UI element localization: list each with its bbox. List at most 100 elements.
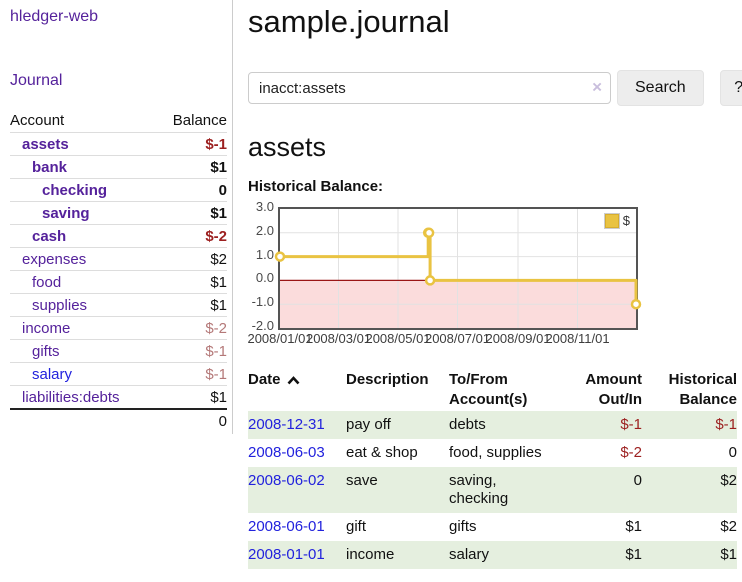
search-button[interactable]: Search	[617, 70, 704, 106]
transaction-date-link[interactable]: 2008-12-31	[248, 416, 325, 433]
account-link-saving[interactable]: saving	[42, 205, 90, 222]
transaction-date-link[interactable]: 2008-06-01	[248, 518, 325, 535]
accounts-total-row: 0	[10, 408, 227, 432]
account-row: bank $1	[10, 155, 227, 179]
account-balance: $1	[155, 155, 227, 179]
x-tick: 2008/11/01	[545, 331, 610, 346]
transaction-balance: $-1	[642, 411, 737, 439]
chart-title: Historical Balance:	[248, 178, 384, 195]
account-row: income $-2	[10, 316, 227, 340]
transaction-date-link[interactable]: 2008-06-02	[248, 472, 325, 489]
account-link-cash[interactable]: cash	[32, 228, 67, 245]
transaction-accounts: debts	[449, 411, 561, 439]
y-tick: 0.0	[255, 270, 274, 285]
accounts-total-value: 0	[155, 408, 227, 432]
account-balance: $1	[155, 270, 227, 294]
search-form: × Search ?	[248, 70, 742, 106]
account-row: supplies $1	[10, 293, 227, 317]
account-balance: $-1	[155, 132, 227, 156]
clear-search-icon[interactable]: ×	[592, 77, 602, 97]
sort-ascending-icon	[287, 376, 299, 385]
account-balance: $1	[155, 385, 227, 410]
transaction-description: save	[346, 467, 449, 513]
data-point-markers	[274, 227, 642, 310]
account-link-gifts[interactable]: gifts	[32, 343, 60, 360]
account-link-liabilities-debts[interactable]: liabilities:debts	[22, 389, 120, 406]
transaction-accounts: salary	[449, 541, 561, 569]
page-title: sample.journal	[248, 4, 450, 39]
account-row: food $1	[10, 270, 227, 294]
search-input[interactable]	[248, 72, 611, 104]
register-row: 2008-12-31 pay off debts $-1 $-1	[248, 411, 737, 439]
account-row: saving $1	[10, 201, 227, 225]
transaction-description: pay off	[346, 411, 449, 439]
account-balance: $1	[155, 201, 227, 225]
transaction-date-link[interactable]: 2008-01-01	[248, 546, 325, 563]
transaction-amount: $-1	[561, 411, 642, 439]
account-row: salary $-1	[10, 362, 227, 386]
x-tick: 2008/05/01	[365, 331, 431, 346]
help-button[interactable]: ?	[719, 70, 742, 106]
legend-label: $	[622, 213, 630, 228]
account-link-income[interactable]: income	[22, 320, 71, 337]
transaction-description: gift	[346, 518, 367, 535]
register-header-balance: Historical Balance	[668, 371, 737, 408]
account-link-assets[interactable]: assets	[22, 136, 69, 153]
transaction-amount: 0	[561, 467, 642, 513]
account-link-expenses[interactable]: expenses	[22, 251, 87, 268]
account-link-food[interactable]: food	[32, 274, 62, 291]
chart-plot-area: $	[274, 207, 642, 330]
transaction-date-link[interactable]: 2008-06-03	[248, 444, 325, 461]
historical-balance-chart: 3.0 2.0 1.0 0.0 -1.0 -2.0	[247, 199, 688, 347]
transaction-balance: 0	[728, 444, 737, 461]
account-heading: assets	[248, 132, 327, 162]
hledger-web-app: hledger-web Journal Account Balance asse…	[10, 0, 742, 569]
main-content: sample.journal × Search ? assets Histori…	[233, 0, 742, 569]
account-link-supplies[interactable]: supplies	[32, 297, 88, 314]
y-tick: -1.0	[251, 294, 274, 309]
y-tick: -2.0	[251, 318, 274, 333]
y-tick: 1.0	[255, 247, 274, 262]
account-row: cash $-2	[10, 224, 227, 248]
transaction-balance: $1	[642, 541, 737, 569]
account-row: expenses $2	[10, 247, 227, 271]
register-header-date[interactable]: Date	[248, 369, 346, 411]
account-balance: $2	[155, 247, 227, 271]
account-link-checking[interactable]: checking	[42, 182, 108, 199]
accounts-balance-table: Account Balance assets $-1 bank $1 check…	[10, 109, 227, 432]
transaction-accounts: food, supplies	[449, 444, 542, 461]
account-link-bank[interactable]: bank	[32, 159, 68, 176]
account-balance: $-2	[155, 316, 227, 340]
app-title-link[interactable]: hledger-web	[10, 8, 99, 25]
x-tick: 2008/07/01	[424, 331, 491, 346]
register-header-description: Description	[346, 371, 429, 388]
register-header-accounts: To/From Account(s)	[449, 371, 528, 408]
x-tick: 2008/09/01	[485, 331, 551, 346]
transaction-balance: $2	[720, 518, 737, 535]
register-row: 2008-06-03 eat & shop food, supplies $-2…	[248, 439, 737, 467]
chart-canvas	[274, 209, 642, 328]
sidebar-item-journal[interactable]: Journal	[10, 72, 63, 89]
register-row: 2008-06-02 save saving, checking 0 $2	[248, 467, 737, 513]
date-header-label: Date	[248, 371, 281, 388]
account-row: assets $-1	[10, 132, 227, 156]
account-row: gifts $-1	[10, 339, 227, 363]
register-header-amount: Amount Out/In	[585, 371, 642, 408]
account-balance: $-1	[155, 362, 227, 386]
transaction-balance: $2	[642, 467, 737, 513]
account-row: liabilities:debts $1	[10, 385, 227, 410]
register-row: 2008-01-01 income salary $1 $1	[248, 541, 737, 569]
account-balance: $1	[155, 293, 227, 317]
y-tick: 3.0	[255, 199, 274, 214]
account-balance: $-2	[155, 224, 227, 248]
x-tick: 2008/01/01	[247, 331, 313, 346]
transaction-description: income	[346, 541, 449, 569]
x-tick: 2008/03/01	[305, 331, 372, 346]
account-row: checking 0	[10, 178, 227, 202]
register-table: Date Description To/From Account(s) Amou…	[248, 369, 737, 569]
accounts-header-balance: Balance	[155, 109, 227, 133]
account-link-salary[interactable]: salary	[32, 366, 73, 383]
register-row: 2008-06-01 gift gifts $1 $2	[248, 513, 737, 541]
transaction-amount: $1	[625, 518, 642, 535]
accounts-header-account: Account	[10, 109, 156, 133]
